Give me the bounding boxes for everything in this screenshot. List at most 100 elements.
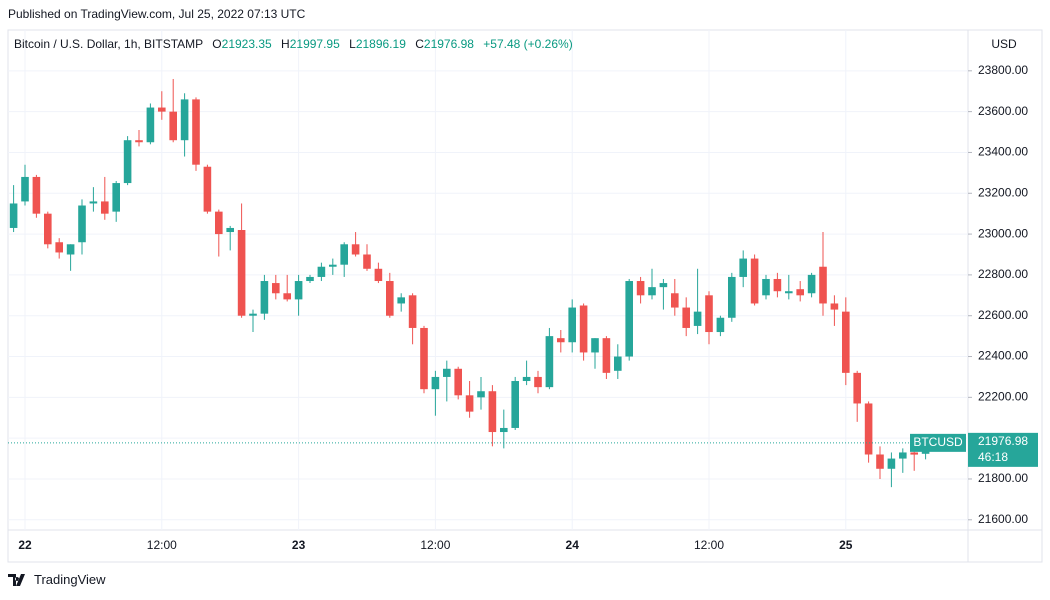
brand: TradingView: [34, 572, 106, 587]
ohlc-value: 21896.19: [355, 37, 406, 51]
candle-body: [853, 372, 861, 404]
ohlc-value: 21997.95: [289, 37, 340, 51]
candle-body: [773, 278, 782, 292]
y-tick-label: 23600.00: [978, 104, 1028, 118]
candle-body: [477, 391, 485, 398]
candle-body: [9, 203, 18, 228]
candle-body: [602, 338, 611, 373]
countdown: 46:18: [978, 450, 1008, 464]
y-tick-label: 23800.00: [978, 63, 1028, 77]
candle-body: [910, 452, 918, 455]
candle-body: [693, 311, 702, 326]
candle-body: [420, 327, 428, 390]
candle-body: [78, 205, 86, 243]
y-tick-label: 22200.00: [978, 390, 1028, 404]
candle-body: [522, 376, 531, 382]
candle-body: [317, 266, 326, 277]
candle-body: [807, 274, 816, 294]
candle-body: [785, 291, 793, 294]
ohlc-key: H: [281, 37, 290, 51]
y-tick-label: 22400.00: [978, 349, 1028, 363]
y-tick-label: 21600.00: [978, 512, 1028, 526]
candle-body: [728, 276, 736, 318]
candle-body: [306, 276, 314, 282]
candle-body: [135, 140, 143, 143]
candle-body: [192, 99, 200, 165]
candle-body: [819, 266, 827, 304]
candle-body: [750, 258, 759, 304]
candle-body: [864, 403, 873, 455]
candle-body: [625, 281, 633, 357]
x-tick-label: 12:00: [420, 538, 450, 552]
change: +57.48 (+0.26%): [483, 37, 573, 51]
candle-body: [579, 305, 588, 353]
chart-frame: [7, 29, 1043, 563]
x-tick-label: 22: [18, 538, 32, 552]
y-tick-label: 21800.00: [978, 471, 1028, 485]
candle-body: [21, 176, 29, 202]
candle-body: [739, 258, 747, 277]
y-tick-label: 22600.00: [978, 308, 1028, 322]
y-tick-label: 23200.00: [978, 185, 1028, 199]
candle-body: [500, 427, 508, 433]
y-tick-label: 23000.00: [978, 226, 1028, 240]
candle-body: [876, 454, 884, 469]
logo: [8, 573, 25, 586]
candle-body: [294, 281, 303, 300]
candle-body: [329, 264, 337, 267]
candle-body: [408, 295, 417, 328]
candle-body: [386, 281, 394, 316]
candle-body: [203, 166, 212, 212]
candle-body: [272, 283, 280, 294]
x-tick-label: 12:00: [694, 538, 724, 552]
candle-body: [101, 201, 109, 214]
candle-body: [511, 381, 519, 428]
candle-body: [66, 244, 75, 255]
candle-body: [397, 297, 405, 304]
candle-body: [568, 307, 576, 343]
candle-body: [180, 99, 189, 141]
x-tick-label: 12:00: [147, 538, 177, 552]
candle-body: [899, 452, 907, 459]
price-tag-bg: [968, 432, 1038, 467]
candle-body: [591, 338, 599, 353]
candle-body: [146, 107, 155, 143]
footer: TradingView: [8, 572, 106, 587]
candle-body: [351, 244, 360, 255]
candle-body: [123, 140, 132, 184]
candle-body: [443, 368, 451, 377]
candle-body: [648, 287, 656, 296]
candle-body: [112, 183, 120, 212]
candle-body: [671, 293, 679, 308]
candle-body: [488, 391, 497, 433]
symbol-tag-bg: [910, 433, 966, 452]
y-tick-label: 23400.00: [978, 145, 1028, 159]
ohlc-key: L: [349, 37, 356, 51]
candle-body: [716, 317, 725, 333]
candle-body: [226, 227, 234, 233]
candle-body: [682, 307, 690, 328]
y-tick-label: 22800.00: [978, 267, 1028, 281]
candle-body: [249, 313, 257, 316]
candle-body: [260, 281, 269, 314]
candle-body: [842, 311, 850, 373]
candle-body: [545, 336, 554, 388]
ohlc-value: 21976.98: [423, 37, 474, 51]
ohlc-key: O: [212, 37, 222, 51]
ohlc-value: 21923.35: [221, 37, 272, 51]
candle-body: [44, 213, 52, 245]
candle-body: [283, 293, 291, 300]
published-note: Published on TradingView.com, Jul 25, 20…: [8, 7, 306, 21]
candle-body: [454, 368, 462, 396]
currency-label: USD: [991, 37, 1017, 51]
candle-body: [636, 281, 645, 296]
candle-body: [237, 230, 246, 316]
candle-body: [89, 201, 98, 204]
candle-body: [431, 376, 440, 390]
candle-body: [796, 289, 804, 296]
x-tick-label: 23: [292, 538, 306, 552]
candle-body: [340, 244, 348, 265]
x-tick-label: 25: [839, 538, 853, 552]
